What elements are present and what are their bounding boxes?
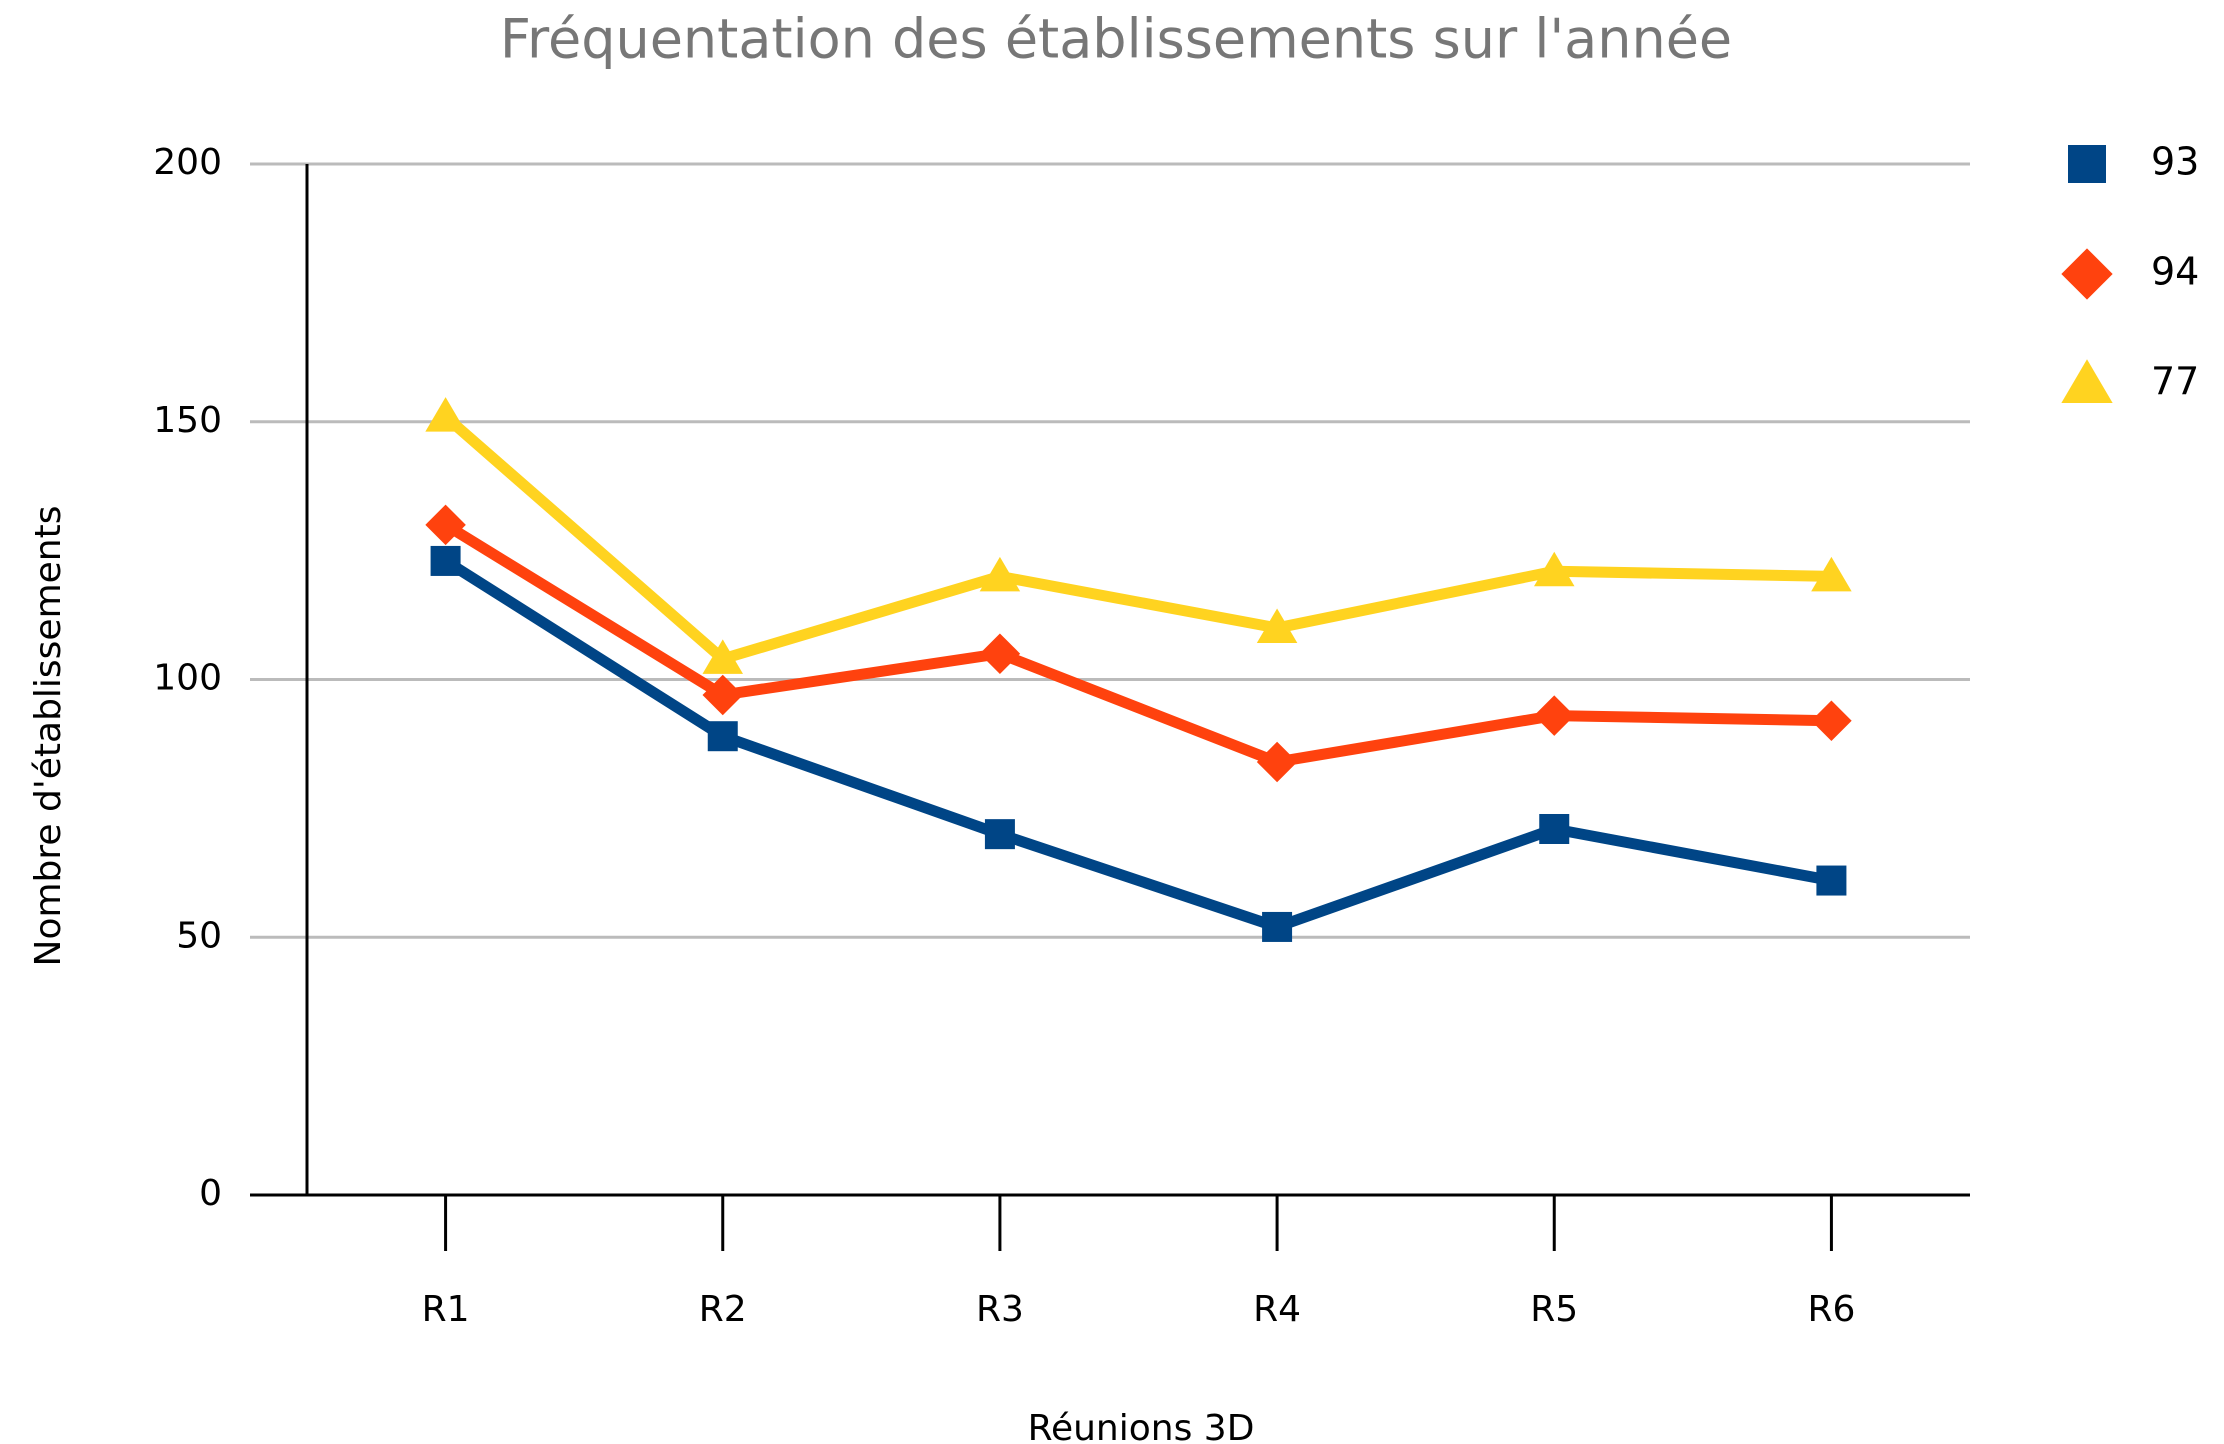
marker	[1534, 695, 1575, 736]
marker	[979, 556, 1021, 592]
x-tick-label: R3	[976, 1289, 1024, 1330]
y-tick-label: 100	[153, 658, 222, 699]
marker	[430, 545, 461, 576]
series-line	[442, 556, 1833, 933]
y-tick-label: 50	[176, 915, 222, 956]
chart-title: Fréquentation des établissements sur l'a…	[500, 8, 1732, 71]
marker	[1811, 700, 1852, 741]
marker	[702, 639, 743, 674]
marker	[1816, 865, 1847, 896]
marker	[1534, 551, 1575, 587]
x-tick-label: R4	[1253, 1289, 1301, 1330]
marker	[1811, 556, 1852, 592]
legend-label: 93	[2151, 140, 2199, 184]
y-axis-label: Nombre d'établissements	[28, 506, 69, 967]
y-tick-label: 0	[199, 1173, 222, 1214]
marker	[2061, 248, 2113, 300]
legend-label: 77	[2151, 360, 2199, 404]
marker	[425, 504, 466, 546]
marker	[425, 397, 466, 432]
marker	[707, 721, 738, 752]
y-tick-label: 150	[153, 400, 222, 441]
marker	[1256, 608, 1298, 643]
marker	[702, 674, 743, 716]
legend-label: 94	[2151, 250, 2199, 294]
series-line	[441, 412, 1832, 665]
y-tick-label: 200	[153, 142, 222, 183]
x-tick-label: R5	[1530, 1289, 1578, 1330]
marker	[979, 633, 1021, 674]
series-line	[442, 520, 1832, 768]
marker	[2061, 359, 2113, 403]
marker	[1256, 741, 1298, 783]
marker	[2068, 145, 2106, 183]
x-tick-label: R6	[1807, 1289, 1855, 1330]
marker	[1539, 813, 1570, 844]
marker	[984, 819, 1015, 850]
x-tick-label: R2	[699, 1289, 747, 1330]
x-tick-label: R1	[422, 1289, 470, 1330]
x-axis-label: Réunions 3D	[1028, 1408, 1255, 1444]
marker	[1262, 911, 1293, 942]
